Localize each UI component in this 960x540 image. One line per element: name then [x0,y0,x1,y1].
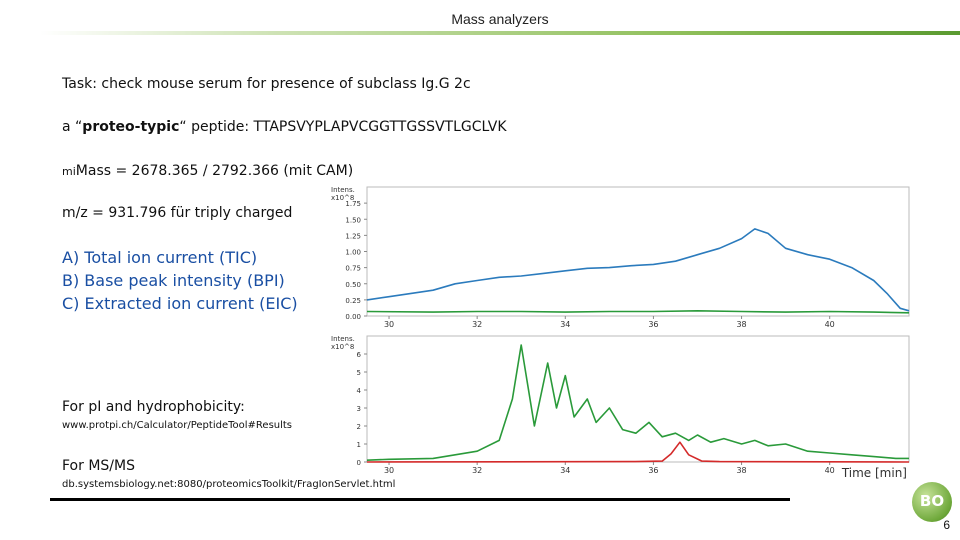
y-tick-label: 1.25 [345,232,361,240]
x-axis-label: Time [min] [841,466,907,480]
x-tick-label: 34 [560,320,570,329]
x-tick-label: 38 [736,466,746,475]
slide-header: Mass analyzers [40,0,960,36]
y-tick-label: 1.75 [345,200,361,208]
peptide-line: a “proteo-typic“ peptide: TTAPSVYPLAPVCG… [62,119,507,135]
y-tick-label: 0.00 [345,313,361,321]
chart-bpi-eic: Intens. x10^8 0 1 2 3 4 5 6 30 32 34 36 38 40 Time [min… [325,332,915,482]
y-axis-label: Intens. [331,186,355,194]
pi-label: For pI and hydrophobicity: [62,399,245,415]
mass-values: Mass = 2678.365 / 2792.366 (mit CAM) [75,163,354,179]
list-item-eic: C) Extracted ion current (EIC) [62,294,298,313]
peptide-sequence: “ peptide: TTAPSVYPLAPVCGGTTGSSVTLGCLVK [179,119,507,135]
x-tick-label: 40 [825,466,835,475]
y-axis-label: Intens. [331,335,355,343]
list-item-bpi: B) Base peak intensity (BPI) [62,271,285,290]
peptide-emphasis: proteo-typic [82,119,180,135]
y-tick-label: 6 [357,351,362,359]
chart-tic-bpi: Intens. x10^8 0.00 0.25 0.50 0.75 1.00 1.25 1.50… [325,183,915,330]
y-tick-label: 0 [357,459,361,467]
chart-tic-bpi-svg: Intens.x10^8 0.00 0.25 0.50 0.75 1.00 1.25 1.50… [331,186,910,329]
y-tick-label: 1 [357,441,361,449]
x-tick-label: 36 [648,466,658,475]
x-tick-label: 40 [825,320,835,329]
y-tick-label: 1.50 [345,216,361,224]
x-tick-label: 30 [384,466,394,475]
x-tick-label: 36 [648,320,658,329]
task-text: Task: check mouse serum for presence of … [62,76,471,92]
x-tick-label: 34 [560,466,570,475]
y-tick-label: 1.00 [345,249,361,257]
series-line-1 [366,344,909,461]
y-tick-label: 0.75 [345,265,361,273]
x-tick-label: 32 [472,466,482,475]
plot-frame [366,335,910,463]
y-tick-label: 5 [357,369,361,377]
series-line-2 [366,441,910,463]
pi-url-link[interactable]: www.protpi.ch/Calculator/PeptideTool#Res… [62,420,293,431]
y-axis-unit: x10^8 [331,194,354,202]
y-tick-label: 2 [357,423,361,431]
y-tick-label: 0.50 [345,281,361,289]
plot-frame [366,186,910,317]
x-tick-label: 32 [472,320,482,329]
mass-prefix: mi [62,165,76,178]
series-line-2 [366,310,910,314]
logo: BO [912,482,952,522]
logo-text: BO [919,492,945,510]
page-number: 6 [943,518,950,532]
peptide-prefix: a “ [62,119,83,135]
y-tick-label: 4 [357,387,362,395]
y-tick-label: 3 [357,405,361,413]
series-line-1 [366,228,910,312]
mz-line: m/z = 931.796 für triply charged [62,205,293,221]
bottom-rule [50,498,790,501]
header-rule [40,31,960,35]
msms-url-link[interactable]: db.systemsbiology.net:8080/proteomicsToo… [62,479,396,490]
msms-label: For MS/MS [62,458,135,474]
x-tick-label: 38 [736,320,746,329]
y-tick-label: 0.25 [345,297,361,305]
list-item-tic: A) Total ion current (TIC) [62,248,258,267]
y-axis-unit: x10^8 [331,343,354,351]
slide-title: Mass analyzers [451,11,549,27]
mass-line: miMass = 2678.365 / 2792.366 (mit CAM) [62,163,353,179]
x-tick-label: 30 [384,320,394,329]
